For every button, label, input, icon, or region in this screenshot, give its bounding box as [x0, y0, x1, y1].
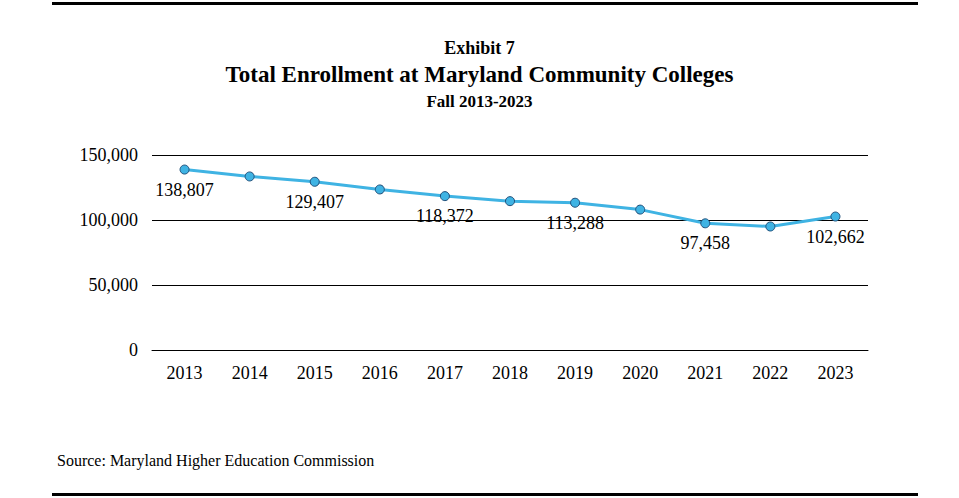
svg-text:2018: 2018 — [492, 363, 528, 383]
svg-text:113,288: 113,288 — [546, 213, 604, 233]
svg-text:2023: 2023 — [817, 363, 853, 383]
svg-text:150,000: 150,000 — [80, 145, 139, 165]
svg-text:2022: 2022 — [752, 363, 788, 383]
svg-text:2017: 2017 — [427, 363, 463, 383]
svg-text:2013: 2013 — [167, 363, 203, 383]
svg-text:2020: 2020 — [622, 363, 658, 383]
svg-text:129,407: 129,407 — [285, 192, 344, 212]
svg-text:50,000: 50,000 — [89, 275, 139, 295]
svg-text:2015: 2015 — [297, 363, 333, 383]
svg-text:Source: Maryland Higher Educat: Source: Maryland Higher Education Commis… — [57, 452, 374, 470]
svg-text:Total Enrollment at Maryland C: Total Enrollment at Maryland Community C… — [226, 62, 734, 87]
svg-text:102,662: 102,662 — [806, 227, 865, 247]
svg-text:118,372: 118,372 — [416, 206, 474, 226]
svg-text:97,458: 97,458 — [681, 233, 731, 253]
svg-text:Fall 2013-2023: Fall 2013-2023 — [426, 92, 532, 111]
svg-text:138,807: 138,807 — [155, 180, 214, 200]
svg-text:2019: 2019 — [557, 363, 593, 383]
svg-text:2021: 2021 — [687, 363, 723, 383]
svg-text:2016: 2016 — [362, 363, 398, 383]
svg-text:100,000: 100,000 — [80, 210, 139, 230]
svg-text:Exhibit 7: Exhibit 7 — [444, 38, 515, 58]
svg-text:0: 0 — [129, 340, 138, 360]
svg-text:2014: 2014 — [232, 363, 268, 383]
